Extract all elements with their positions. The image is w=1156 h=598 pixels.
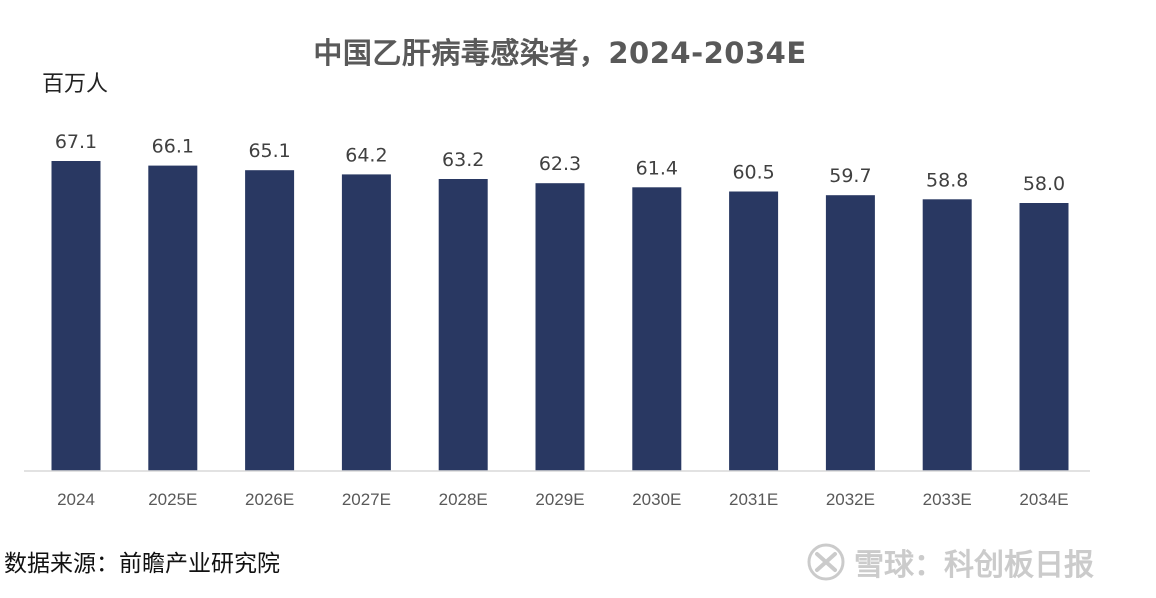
value-label-2025E: 66.1 <box>152 136 194 158</box>
value-label-2028E: 63.2 <box>442 149 484 171</box>
x-tick-label-2034E: 2034E <box>1019 490 1068 509</box>
value-labels-group: 67.1 66.1 65.1 64.2 63.2 62.3 61.4 60.5 59.7 58.8… <box>55 131 1065 195</box>
x-tick-labels-group: 2024 2025E 2026E 2027E 2028E 2029E 2030E 2031E 2… <box>57 490 1069 509</box>
bar-chart: 67.1 66.1 65.1 64.2 63.2 62.3 61.4 60.5 59.7 58.8… <box>24 131 1090 509</box>
bar-2029E <box>535 183 585 471</box>
value-label-2026E: 65.1 <box>248 140 290 162</box>
value-label-2032E: 59.7 <box>829 165 871 187</box>
value-label-2029E: 62.3 <box>539 153 581 175</box>
bar-2030E <box>632 187 682 472</box>
watermark-text: 雪球：科创板日报 <box>854 548 1094 583</box>
bar-2028E <box>438 179 488 471</box>
value-label-2030E: 61.4 <box>636 157 678 179</box>
x-tick-label-2025E: 2025E <box>148 490 197 509</box>
x-tick-label-2032E: 2032E <box>826 490 875 509</box>
bar-2027E <box>341 174 391 471</box>
bar-2024 <box>51 161 101 471</box>
x-tick-label-2026E: 2026E <box>245 490 294 509</box>
x-tick-label-2033E: 2033E <box>923 490 972 509</box>
x-tick-label-2031E: 2031E <box>729 490 778 509</box>
x-tick-label-2027E: 2027E <box>342 490 391 509</box>
bar-2033E <box>922 199 972 472</box>
bars-group <box>51 161 1069 472</box>
watermark: 雪球：科创板日报 <box>806 540 1094 584</box>
x-tick-label-2030E: 2030E <box>632 490 681 509</box>
bar-2032E <box>825 195 875 471</box>
x-tick-label-2029E: 2029E <box>535 490 584 509</box>
source-note: 数据来源：前瞻产业研究院 <box>4 551 280 577</box>
bar-2026E <box>245 170 295 471</box>
value-label-2034E: 58.0 <box>1023 173 1065 195</box>
xueqiu-logo-icon <box>807 543 845 581</box>
chart-title: 中国乙肝病毒感染者，2024-2034E <box>313 36 807 70</box>
value-label-2033E: 58.8 <box>926 169 968 191</box>
y-axis-unit-label: 百万人 <box>42 72 109 97</box>
bar-2031E <box>729 191 779 471</box>
bar-2025E <box>148 165 198 471</box>
x-tick-label-2024: 2024 <box>57 490 95 509</box>
bar-2034E <box>1019 203 1069 471</box>
value-label-2027E: 64.2 <box>345 144 387 166</box>
value-label-2031E: 60.5 <box>732 162 774 184</box>
x-tick-label-2028E: 2028E <box>439 490 488 509</box>
value-label-2024: 67.1 <box>55 131 97 153</box>
